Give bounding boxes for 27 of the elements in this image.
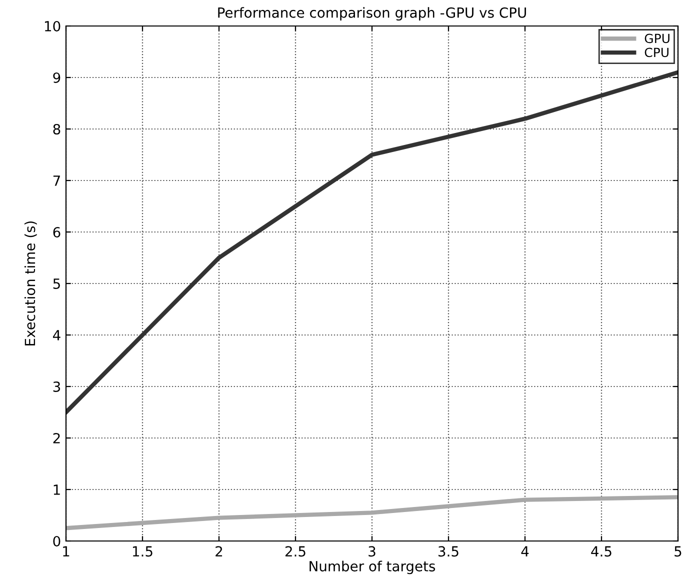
line-series: [66, 495, 678, 530]
y-tick-label: 3: [53, 381, 60, 392]
chart-title: Performance comparison graph -GPU vs CPU: [218, 7, 526, 21]
x-tick-label: 1.5: [132, 546, 152, 557]
x-tick-label: 4: [521, 546, 529, 556]
y-tick-label: 2: [53, 432, 60, 444]
y-tick-label: 5: [53, 278, 60, 289]
y-tick-label: 0: [53, 536, 60, 546]
x-tick-label: 5: [674, 546, 682, 557]
line-series: [66, 70, 678, 414]
legend-label: GPU: [644, 34, 670, 44]
x-tick-label: 3: [368, 546, 376, 557]
x-tick-label: 4.5: [591, 546, 612, 557]
y-tick-label: 9: [53, 72, 60, 83]
x-tick-label: 1: [63, 546, 70, 556]
y-tick-label: 10: [44, 20, 60, 32]
y-tick-label: 4: [52, 330, 60, 340]
y-tick-label: 8: [53, 124, 60, 134]
y-tick-label: 1: [54, 484, 60, 495]
x-tick-label: 3.5: [438, 546, 458, 557]
y-axis-title: Execution time (s): [24, 221, 37, 346]
y-tick-label: 7: [53, 176, 60, 186]
x-tick-label: 2: [216, 546, 222, 556]
x-tick-label: 2.5: [285, 546, 306, 557]
legend-label: CPU: [644, 48, 668, 58]
x-axis-title: Number of targets: [310, 560, 436, 574]
y-tick-label: 6: [53, 226, 60, 238]
